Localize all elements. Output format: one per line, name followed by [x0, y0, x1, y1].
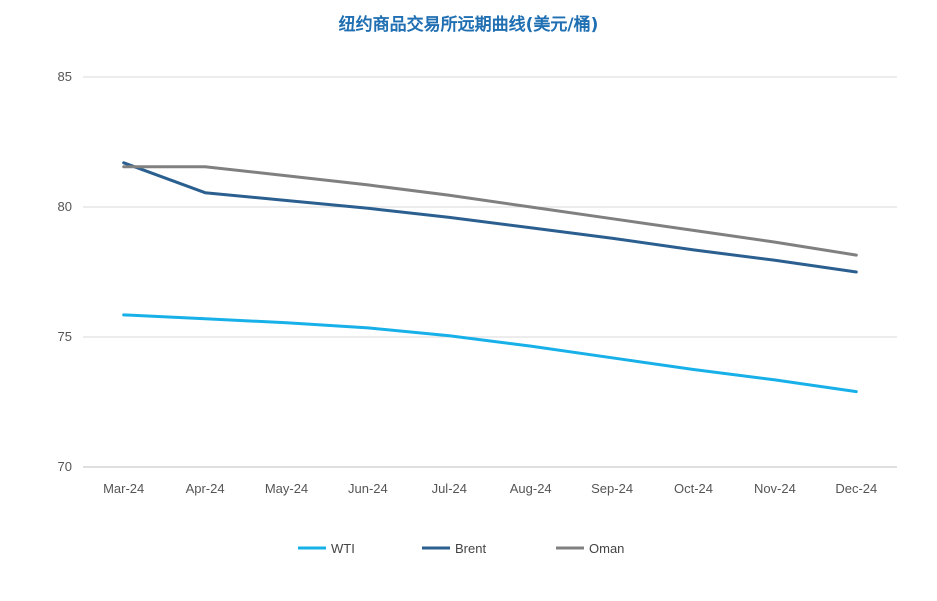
x-tick-label: Jul-24	[432, 481, 467, 496]
series-line-oman	[122, 165, 858, 257]
x-tick-label: Sep-24	[591, 481, 633, 496]
x-tick-label: May-24	[265, 481, 308, 496]
y-tick-label: 75	[58, 329, 72, 344]
series-line-brent	[122, 161, 858, 274]
y-axis-ticks: 70 75 80 85	[58, 69, 72, 474]
legend-label-oman: Oman	[589, 541, 624, 556]
x-tick-label: Jun-24	[348, 481, 388, 496]
x-tick-label: Aug-24	[510, 481, 552, 496]
x-tick-label: Apr-24	[186, 481, 225, 496]
y-tick-label: 80	[58, 199, 72, 214]
x-tick-label: Oct-24	[674, 481, 713, 496]
series-line-wti	[122, 313, 858, 394]
x-tick-label: Mar-24	[103, 481, 144, 496]
chart-title: 纽约商品交易所远期曲线(美元/桶)	[338, 15, 599, 35]
x-tick-label: Dec-24	[835, 481, 877, 496]
gridlines	[83, 76, 897, 468]
y-tick-label: 85	[58, 69, 72, 84]
series-lines	[122, 161, 858, 394]
x-axis: Mar-24 Apr-24 May-24 Jun-24 Jul-24 Aug-24 Sep-…	[83, 466, 897, 496]
legend-label-brent: Brent	[455, 541, 486, 556]
legend: WTI Brent Oman	[298, 541, 624, 556]
x-tick-label: Nov-24	[754, 481, 796, 496]
legend-label-wti: WTI	[331, 541, 355, 556]
y-tick-label: 70	[58, 459, 72, 474]
